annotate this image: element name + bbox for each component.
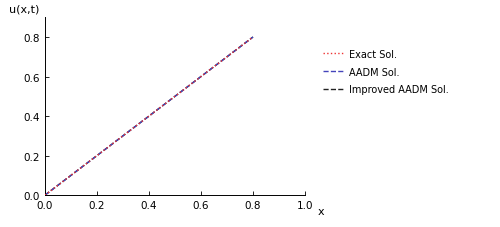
- Improved AADM Sol.: [67, 175, 73, 178]
- Legend: Exact Sol., AADM Sol., Improved AADM Sol.: Exact Sol., AADM Sol., Improved AADM Sol…: [323, 49, 449, 95]
- Improved AADM Sol.: [173, 95, 179, 98]
- AADM Sol.: [67, 175, 73, 178]
- Improved AADM Sol.: [42, 194, 48, 197]
- AADM Sol.: [110, 143, 116, 145]
- Line: AADM Sol.: AADM Sol.: [45, 38, 253, 195]
- Improved AADM Sol.: [250, 37, 256, 39]
- Exact Sol.: [67, 175, 73, 178]
- Exact Sol.: [250, 37, 256, 39]
- Line: Exact Sol.: Exact Sol.: [45, 38, 253, 195]
- Exact Sol.: [110, 143, 116, 145]
- Line: Improved AADM Sol.: Improved AADM Sol.: [45, 38, 253, 195]
- AADM Sol.: [192, 80, 198, 83]
- Improved AADM Sol.: [192, 80, 198, 83]
- X-axis label: x: x: [318, 206, 324, 216]
- AADM Sol.: [124, 131, 130, 134]
- AADM Sol.: [173, 95, 179, 98]
- Improved AADM Sol.: [124, 131, 130, 134]
- AADM Sol.: [42, 194, 48, 197]
- Improved AADM Sol.: [193, 79, 199, 82]
- Y-axis label: u(x,t): u(x,t): [9, 5, 40, 15]
- Exact Sol.: [173, 95, 179, 98]
- Exact Sol.: [193, 79, 199, 82]
- Improved AADM Sol.: [110, 143, 116, 145]
- Exact Sol.: [192, 80, 198, 83]
- Exact Sol.: [124, 131, 130, 134]
- AADM Sol.: [250, 37, 256, 39]
- AADM Sol.: [193, 79, 199, 82]
- Exact Sol.: [42, 194, 48, 197]
